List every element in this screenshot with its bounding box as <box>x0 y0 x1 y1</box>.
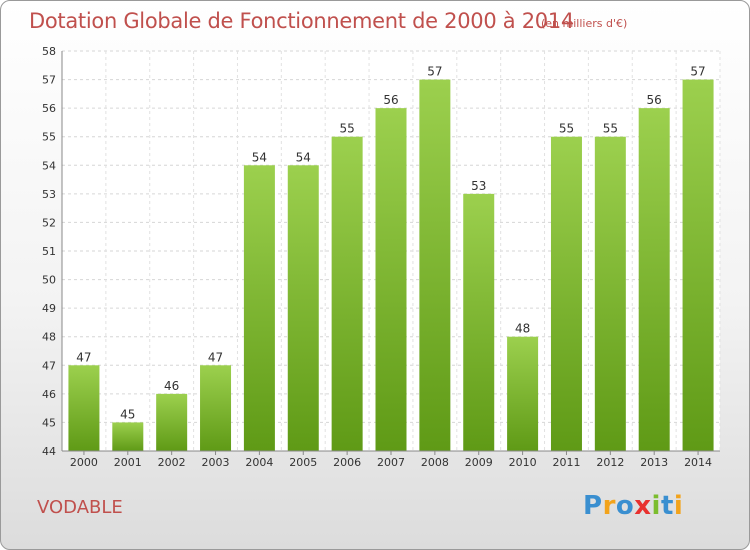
data-label-2012: 55 <box>603 122 618 136</box>
y-tick-label: 45 <box>42 416 56 429</box>
bar-2010 <box>507 336 539 451</box>
logo-letter: i <box>651 491 661 521</box>
data-label-2013: 56 <box>647 93 662 107</box>
chart-title: Dotation Globale de Fonctionnement de 20… <box>29 9 574 33</box>
x-tick-label-2007: 2007 <box>377 456 405 469</box>
data-label-2000: 47 <box>76 350 91 364</box>
data-label-2006: 55 <box>339 122 354 136</box>
x-tick-label-2006: 2006 <box>333 456 361 469</box>
x-tick-label-2004: 2004 <box>245 456 273 469</box>
data-label-2009: 53 <box>471 179 486 193</box>
proxiti-logo: Proxiti <box>583 491 683 521</box>
y-tick-label: 44 <box>42 445 56 458</box>
bar-2004 <box>243 165 275 452</box>
logo-letter: P <box>583 491 603 521</box>
bar-2011 <box>550 136 582 451</box>
x-tick-label-2000: 2000 <box>70 456 98 469</box>
commune-name: VODABLE <box>37 497 123 518</box>
x-tick-label-2009: 2009 <box>465 456 493 469</box>
bar-2006 <box>331 136 363 451</box>
bar-2003 <box>200 365 232 451</box>
logo-letter: x <box>634 491 652 521</box>
x-tick-label-2012: 2012 <box>596 456 624 469</box>
x-tick-label-2011: 2011 <box>552 456 580 469</box>
y-tick-label: 55 <box>42 131 56 144</box>
bars: 47 45 46 47 54 54 55 56 57 53 48 55 55 56 57 <box>68 65 714 452</box>
bar-2000 <box>68 365 100 451</box>
bar-2005 <box>287 165 319 452</box>
data-label-2011: 55 <box>559 122 574 136</box>
x-tick-label-2013: 2013 <box>640 456 668 469</box>
y-tick-label: 51 <box>42 245 56 258</box>
bar-2009 <box>463 193 495 451</box>
y-tick-label: 58 <box>42 45 56 58</box>
bar-2001 <box>112 422 144 451</box>
y-tick-label: 46 <box>42 388 56 401</box>
x-tick-label-2001: 2001 <box>114 456 142 469</box>
x-tick-label-2014: 2014 <box>684 456 712 469</box>
bar-2014 <box>682 79 714 452</box>
logo-letter: i <box>673 491 684 521</box>
logo-letter: t <box>660 491 674 521</box>
data-label-2010: 48 <box>515 322 530 336</box>
chart-unit: (en milliers d'€) <box>541 17 628 30</box>
y-tick-label: 49 <box>42 302 56 315</box>
bar-2002 <box>156 393 188 451</box>
data-label-2014: 57 <box>690 65 705 79</box>
y-tick-label: 54 <box>42 159 56 172</box>
bar-2013 <box>638 108 670 452</box>
data-label-2003: 47 <box>208 350 223 364</box>
x-tick-label-2003: 2003 <box>202 456 230 469</box>
bar-2007 <box>375 108 407 452</box>
data-label-2001: 45 <box>120 407 135 421</box>
bar-2008 <box>419 79 451 452</box>
data-label-2005: 54 <box>296 150 311 164</box>
y-tick-label: 56 <box>42 102 56 115</box>
bar-2012 <box>594 136 626 451</box>
axes: 44 45 46 47 48 49 50 51 52 53 54 55 56 57 58 2000 2001 20… <box>42 45 720 469</box>
x-tick-label-2010: 2010 <box>509 456 537 469</box>
y-tick-label: 52 <box>42 216 56 229</box>
data-label-2002: 46 <box>164 379 179 393</box>
y-tick-label: 53 <box>42 188 56 201</box>
y-tick-label: 57 <box>42 74 56 87</box>
x-tick-label-2005: 2005 <box>289 456 317 469</box>
logo-letter: o <box>615 491 635 521</box>
data-label-2004: 54 <box>252 150 267 164</box>
y-tick-label: 50 <box>42 274 56 287</box>
data-label-2008: 57 <box>427 65 442 79</box>
y-tick-label: 48 <box>42 331 56 344</box>
y-tick-label: 47 <box>42 359 56 372</box>
logo-letter: r <box>602 491 616 521</box>
x-tick-label-2002: 2002 <box>158 456 186 469</box>
x-tick-label-2008: 2008 <box>421 456 449 469</box>
data-label-2007: 56 <box>383 93 398 107</box>
